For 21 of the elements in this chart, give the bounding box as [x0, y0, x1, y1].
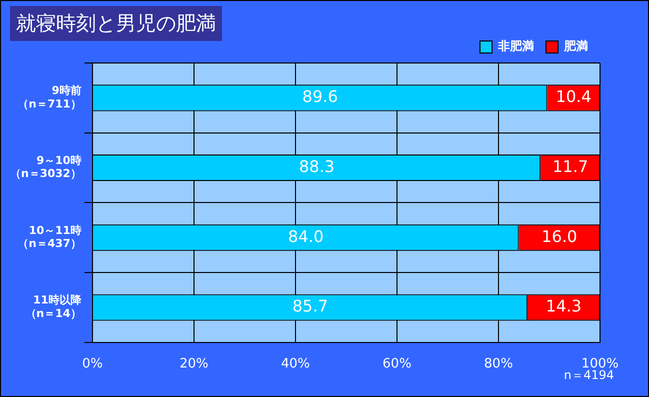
- data-label: 10.4: [556, 87, 592, 106]
- data-label: 85.7: [292, 296, 328, 316]
- data-label: 88.3: [298, 156, 335, 176]
- data-label: 14.3: [546, 296, 582, 316]
- data-label: 89.6: [302, 87, 338, 106]
- legend-label: 非肥満: [497, 39, 534, 54]
- x-tick-label: 40%: [281, 356, 310, 372]
- chart-title: 就寝時刻と男児の肥満: [10, 6, 222, 41]
- x-tick-label: 80%: [484, 356, 513, 372]
- y-tick-label: 9時前（n＝711）: [18, 84, 82, 110]
- x-tick-label: 20%: [180, 356, 208, 372]
- data-label: 16.0: [542, 226, 578, 246]
- data-label: 84.0: [288, 226, 324, 246]
- text: n＝4194: [564, 368, 614, 384]
- y-tick-label: 10～11時（n＝437）: [18, 224, 82, 250]
- legend-label: 肥満: [563, 39, 588, 54]
- y-tick-label: 11時以降（n＝14）: [25, 294, 82, 320]
- x-tick-label: 0%: [82, 356, 103, 372]
- x-tick-label: 60%: [382, 356, 412, 372]
- data-label: 11.7: [552, 156, 588, 176]
- y-tick-label: 9～10時（n＝3032）: [10, 154, 82, 180]
